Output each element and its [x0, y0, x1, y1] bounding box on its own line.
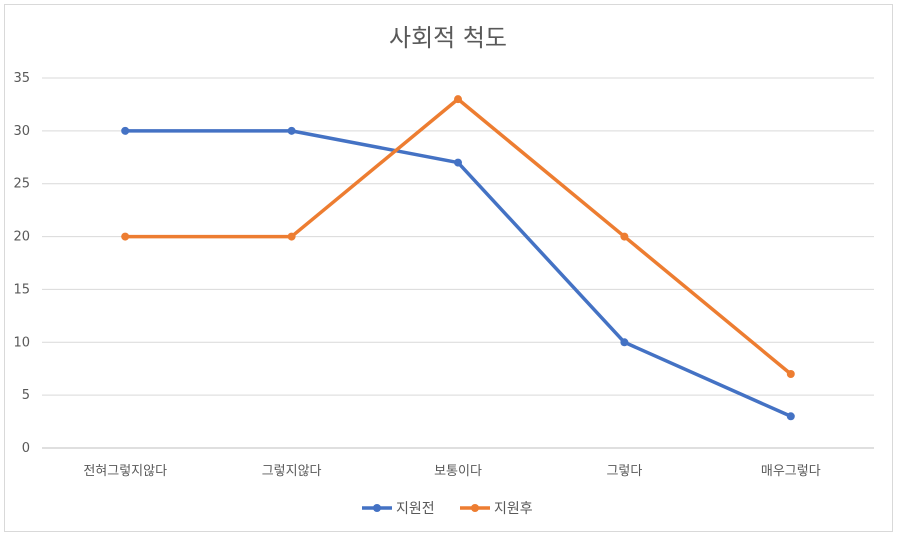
x-tick-label: 매우그렇다 [761, 464, 821, 479]
y-tick-label: 5 [22, 388, 30, 403]
y-axis-ticks: 0 5 10 15 20 25 30 35 [13, 71, 30, 456]
data-point [287, 126, 296, 135]
y-tick-label: 35 [13, 71, 30, 86]
series-group [121, 95, 795, 421]
data-point [620, 338, 629, 347]
x-tick-label: 그렇다 [606, 464, 642, 479]
y-tick-label: 20 [13, 230, 30, 245]
series-1 [121, 126, 795, 421]
series-2 [121, 95, 795, 378]
x-tick-label: 그렇지않다 [262, 464, 322, 479]
y-tick-label: 0 [22, 441, 30, 456]
gridlines [42, 77, 874, 449]
y-tick-label: 10 [13, 335, 30, 350]
data-point [454, 95, 462, 104]
series-line [123, 129, 793, 419]
legend-swatch-marker [471, 504, 479, 512]
chart-title: 사회적 척도 [389, 24, 507, 52]
legend-label: 지원후 [494, 501, 533, 517]
legend-item: 지원전 [362, 501, 435, 517]
legend-swatch-marker [373, 504, 381, 512]
legend: 지원전 지원후 [362, 501, 533, 517]
data-point [454, 158, 462, 167]
chart-frame [4, 4, 893, 532]
x-axis-ticks: 전혀그렇지않다 그렇지않다 보통이다 그렇다 매우그렇다 [83, 464, 820, 479]
legend-label: 지원전 [396, 501, 435, 517]
data-point [121, 232, 130, 241]
data-point [121, 126, 130, 135]
data-point [287, 232, 296, 241]
data-point [786, 370, 795, 378]
x-tick-label: 보통이다 [434, 464, 482, 479]
x-tick-label: 전혀그렇지않다 [83, 464, 167, 479]
y-tick-label: 30 [13, 124, 30, 139]
data-point [620, 232, 629, 241]
y-tick-label: 15 [13, 282, 30, 297]
y-tick-label: 25 [13, 177, 30, 192]
data-point [786, 412, 795, 421]
legend-item: 지원후 [460, 501, 533, 517]
